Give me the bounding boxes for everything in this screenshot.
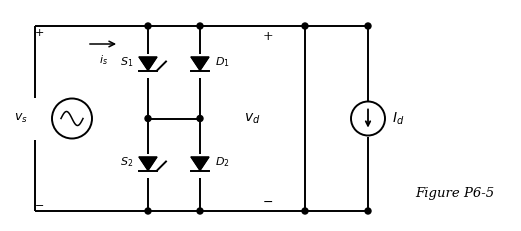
Polygon shape	[191, 57, 209, 70]
Circle shape	[365, 23, 371, 29]
Text: $S_2$: $S_2$	[120, 155, 133, 169]
Polygon shape	[191, 157, 209, 170]
Circle shape	[145, 116, 151, 122]
Text: $v_s$: $v_s$	[14, 112, 28, 125]
Polygon shape	[139, 57, 157, 70]
Text: $I_d$: $I_d$	[392, 110, 404, 127]
Circle shape	[302, 208, 308, 214]
Circle shape	[197, 208, 203, 214]
Text: $S_1$: $S_1$	[120, 55, 133, 69]
Text: +: +	[262, 30, 273, 43]
Circle shape	[365, 208, 371, 214]
Circle shape	[302, 23, 308, 29]
Circle shape	[197, 116, 203, 122]
Text: Figure P6-5: Figure P6-5	[415, 186, 494, 200]
Text: $D_1$: $D_1$	[215, 55, 230, 69]
Text: $D_2$: $D_2$	[215, 155, 230, 169]
Text: $v_d$: $v_d$	[244, 111, 260, 126]
Circle shape	[197, 23, 203, 29]
Text: $-$: $-$	[34, 199, 44, 209]
Polygon shape	[139, 157, 157, 170]
Circle shape	[145, 208, 151, 214]
Circle shape	[145, 23, 151, 29]
Text: $-$: $-$	[262, 195, 273, 207]
Text: $i_s$: $i_s$	[98, 53, 107, 67]
Text: +: +	[34, 28, 44, 38]
